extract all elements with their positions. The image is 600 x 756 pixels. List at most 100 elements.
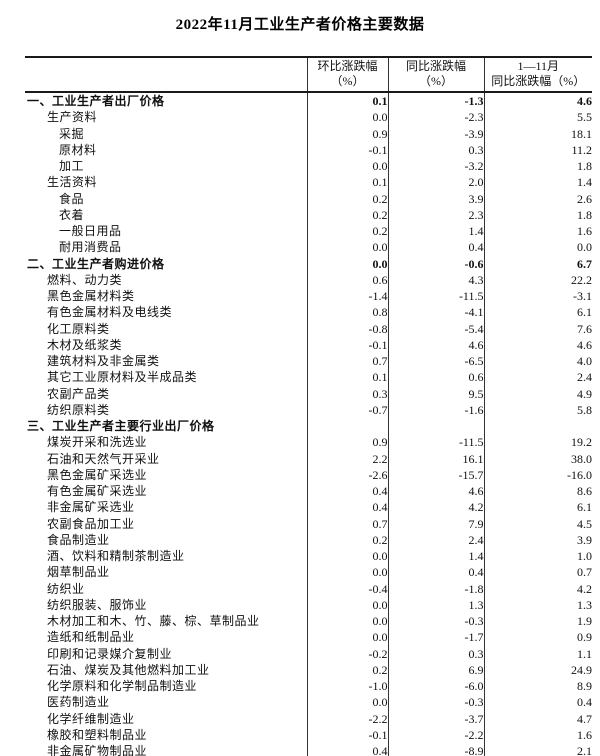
ytd-value: 1.6 [483,726,592,743]
table-header: 环比涨跌幅 （%） 同比涨跌幅 （%） 1—11月 同比涨跌幅（%） [25,56,592,93]
table-row: 纺织服装、服饰业 0.0 1.3 1.3 [25,596,592,613]
row-label: 一般日用品 [59,224,122,239]
table-row: 三、工业生产者主要行业出厂价格 [25,418,592,435]
mom-value: 0.0 [306,255,388,272]
row-label: 黑色金属材料类 [47,289,135,304]
table-row: 农副产品类 0.3 9.5 4.9 [25,385,592,402]
row-label: 医药制造业 [47,695,110,710]
table-row: 耐用消费品 0.0 0.4 0.0 [25,239,592,256]
ytd-value: 7.6 [483,320,592,337]
yoy-value: -2.3 [387,109,484,126]
mom-value: 0.2 [306,190,388,207]
table-row: 石油和天然气开采业 2.2 16.1 38.0 [25,450,592,467]
ytd-value: 22.2 [483,271,592,288]
mom-value: 0.1 [306,369,388,386]
header-indicator-blank [25,56,307,93]
row-label: 加工 [59,159,85,174]
mom-value: 0.0 [306,564,388,581]
row-label: 三、工业生产者主要行业出厂价格 [27,419,215,434]
row-label: 木材及纸浆类 [47,337,123,352]
table-row: 一、工业生产者出厂价格 0.1 -1.3 4.6 [25,92,592,110]
table-body: 一、工业生产者出厂价格 0.1 -1.3 4.6 生产资料 0.0 -2.3 5.5 采掘 0.9… [25,92,592,756]
row-label: 化学原料和化学制品制造业 [47,679,198,694]
table-row: 一般日用品 0.2 1.4 1.6 [25,223,592,240]
yoy-value: -1.8 [387,580,484,597]
row-label: 生活资料 [47,175,98,190]
yoy-value: 2.3 [387,206,484,223]
ytd-value: 38.0 [483,450,592,467]
mom-value: 0.6 [306,271,388,288]
ytd-value: 18.1 [483,125,592,142]
yoy-value: -0.3 [387,613,484,630]
row-label: 纺织服装、服饰业 [47,597,148,612]
table-row: 煤炭开采和洗选业 0.9 -11.5 19.2 [25,434,592,451]
ytd-value: 6.1 [483,304,592,321]
mom-value: 0.1 [306,92,388,110]
yoy-value: 2.0 [387,174,484,191]
mom-value: 0.1 [306,174,388,191]
row-label: 烟草制品业 [47,565,110,580]
row-label: 橡胶和塑料制品业 [47,727,148,742]
mom-value: 0.9 [306,434,388,451]
table-row: 黑色金属矿采选业 -2.6 -15.7 -16.0 [25,466,592,483]
yoy-value: -0.3 [387,694,484,711]
mom-value: -0.1 [306,336,388,353]
row-label: 衣着 [59,207,85,222]
yoy-value: 1.4 [387,223,484,240]
mom-value: 0.2 [306,206,388,223]
yoy-value: -1.7 [387,629,484,646]
ytd-value: 2.6 [483,190,592,207]
row-label: 其它工业原材料及半成品类 [47,370,198,385]
mom-value: 0.2 [306,223,388,240]
table-row: 印刷和记录媒介复制业 -0.2 0.3 1.1 [25,645,592,662]
yoy-value: 0.3 [387,645,484,662]
table-row: 建筑材料及非金属类 0.7 -6.5 4.0 [25,353,592,370]
mom-value: 0.0 [306,158,388,175]
yoy-value: -3.2 [387,158,484,175]
ytd-value: 11.2 [483,141,592,158]
table-row: 造纸和纸制品业 0.0 -1.7 0.9 [25,629,592,646]
yoy-value: 0.4 [387,564,484,581]
yoy-value: 4.6 [387,336,484,353]
yoy-value: 4.3 [387,271,484,288]
table-row: 橡胶和塑料制品业 -0.1 -2.2 1.6 [25,726,592,743]
mom-value: 0.0 [306,694,388,711]
mom-value: 0.8 [306,304,388,321]
mom-value: 0.2 [306,661,388,678]
yoy-value: -1.6 [387,401,484,418]
table-row: 化工原料类 -0.8 -5.4 7.6 [25,320,592,337]
yoy-value: 4.2 [387,499,484,516]
table-row: 酒、饮料和精制茶制造业 0.0 1.4 1.0 [25,548,592,565]
table-row: 木材及纸浆类 -0.1 4.6 4.6 [25,336,592,353]
ytd-value: 2.1 [483,743,592,756]
yoy-value: 1.3 [387,596,484,613]
ytd-value: 8.6 [483,483,592,500]
ytd-value: -16.0 [483,466,592,483]
mom-value: -2.2 [306,710,388,727]
row-label: 化工原料类 [47,321,110,336]
table-row: 化学纤维制造业 -2.2 -3.7 4.7 [25,710,592,727]
table-row: 二、工业生产者购进价格 0.0 -0.6 6.7 [25,255,592,272]
yoy-value [387,418,484,435]
ytd-value: 3.9 [483,531,592,548]
mom-value: 0.0 [306,548,388,565]
mom-value: -1.0 [306,678,388,695]
mom-value: -1.4 [306,288,388,305]
header-row: 环比涨跌幅 （%） 同比涨跌幅 （%） 1—11月 同比涨跌幅（%） [25,56,592,93]
header-ytd-line1: 1—11月 [517,59,560,73]
ytd-value: 0.0 [483,239,592,256]
ytd-value: 1.6 [483,223,592,240]
ytd-value: 4.0 [483,353,592,370]
mom-value: -0.2 [306,645,388,662]
yoy-value: -11.5 [387,288,484,305]
row-label: 有色金属材料及电线类 [47,305,173,320]
ytd-value: 4.7 [483,710,592,727]
yoy-value: 2.4 [387,531,484,548]
ytd-value: 19.2 [483,434,592,451]
mom-value: -0.1 [306,141,388,158]
mom-value: 2.2 [306,450,388,467]
row-label: 农副食品加工业 [47,516,135,531]
table-row: 原材料 -0.1 0.3 11.2 [25,141,592,158]
ytd-value: 5.8 [483,401,592,418]
